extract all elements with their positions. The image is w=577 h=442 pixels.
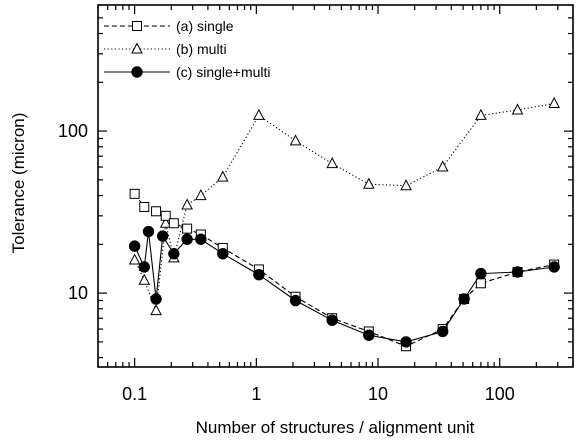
legend-label: (c) single+multi: [176, 64, 271, 80]
legend: (a) single (b) multi (c) single+multi: [104, 18, 271, 80]
series-line: [134, 231, 555, 343]
data-point: [160, 210, 171, 221]
data-point: [289, 294, 302, 307]
y-axis-title: Tolerance (micron): [9, 113, 28, 254]
data-point: [400, 179, 412, 191]
series-line: [134, 193, 555, 347]
data-point: [159, 216, 172, 228]
data-point: [253, 108, 265, 120]
data-point: [475, 108, 487, 120]
series-line: [134, 102, 555, 311]
legend-marker: [132, 21, 142, 31]
data-point: [289, 134, 302, 146]
data-point: [548, 261, 560, 273]
data-point: [128, 253, 141, 265]
x-axis-title: Number of structures / alignment unit: [196, 418, 475, 437]
y-tick-label: 10: [68, 283, 88, 303]
data-point: [216, 170, 229, 182]
data-point: [168, 248, 180, 260]
plot-frame: [97, 4, 574, 368]
data-point: [475, 278, 486, 289]
legend-marker: [131, 66, 143, 78]
x-tick-label: 1: [251, 384, 261, 404]
data-point: [436, 160, 449, 172]
data-point: [168, 218, 179, 229]
data-point: [138, 273, 151, 285]
data-point: [195, 188, 207, 201]
x-tick-label: 0.1: [122, 384, 147, 404]
series-circle-filled: [128, 225, 560, 348]
data-point: [182, 223, 193, 234]
data-point: [511, 266, 524, 278]
series-triangle: [128, 96, 560, 316]
data-point: [475, 267, 487, 280]
data-point: [362, 177, 375, 189]
ticks: 0.1 1 10 100 10 100: [58, 4, 574, 404]
data-point: [326, 157, 339, 169]
series-layer: [128, 96, 560, 352]
data-point: [151, 206, 162, 217]
data-point: [195, 233, 207, 245]
data-point: [437, 325, 449, 338]
data-point: [181, 233, 193, 245]
data-point: [326, 314, 338, 326]
data-point: [458, 293, 470, 305]
data-point: [511, 103, 524, 115]
y-tick-label: 100: [58, 121, 88, 141]
data-point: [400, 336, 412, 348]
series-square: [129, 188, 560, 352]
data-point: [128, 240, 141, 252]
data-point: [253, 268, 265, 281]
data-point: [138, 261, 150, 273]
data-point: [129, 188, 140, 199]
legend-label: (b) multi: [176, 41, 227, 57]
data-point: [150, 293, 162, 305]
data-point: [150, 304, 162, 316]
data-point: [363, 329, 375, 341]
data-point: [142, 225, 155, 238]
x-tick-label: 100: [485, 384, 515, 404]
x-tick-label: 10: [368, 384, 388, 404]
data-point: [156, 230, 169, 242]
legend-item: (a) single: [104, 18, 234, 34]
legend-item: (b) multi: [104, 41, 227, 57]
axes: [97, 4, 574, 368]
legend-item: (c) single+multi: [104, 64, 271, 80]
legend-label: (a) single: [176, 18, 234, 34]
data-point: [217, 248, 229, 260]
data-point: [181, 198, 193, 210]
legend-marker: [131, 42, 143, 54]
data-point: [548, 96, 560, 108]
data-point: [139, 202, 150, 213]
